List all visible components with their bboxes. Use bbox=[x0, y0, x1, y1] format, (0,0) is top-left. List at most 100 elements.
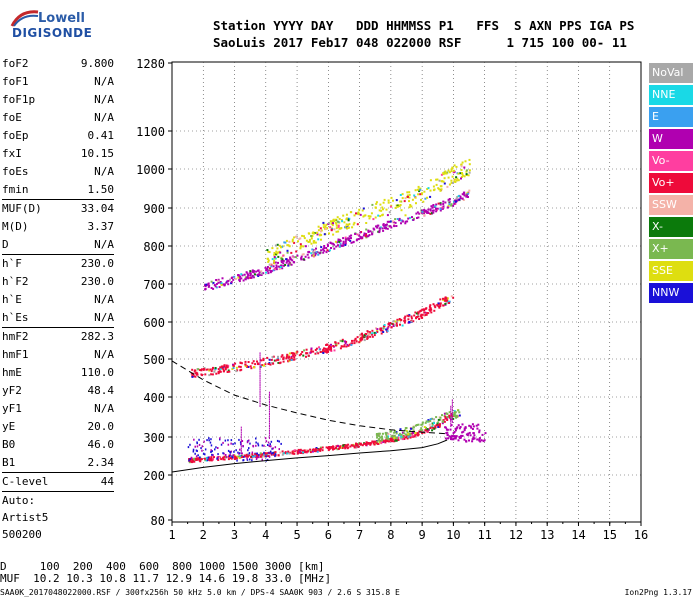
echo-dot bbox=[207, 285, 210, 288]
echo-dot bbox=[421, 210, 424, 213]
noise-dot bbox=[229, 451, 232, 454]
param-row-md: M(D) 3.37 bbox=[2, 218, 114, 236]
echo-dot bbox=[367, 229, 370, 232]
echo-dot bbox=[226, 371, 229, 373]
echo-dot bbox=[204, 373, 207, 376]
echo-dot bbox=[212, 287, 215, 290]
echo-dot bbox=[447, 169, 450, 172]
echo-dot bbox=[313, 249, 316, 252]
echo-dot bbox=[409, 433, 412, 436]
echo-dot bbox=[461, 172, 463, 174]
echo-dot bbox=[435, 209, 438, 212]
echo-dot bbox=[378, 432, 381, 435]
spread-f-dot bbox=[454, 429, 457, 432]
echo-dot bbox=[259, 455, 262, 458]
echo-dot bbox=[348, 223, 351, 226]
echo-dot bbox=[365, 442, 368, 445]
echo-dot bbox=[409, 204, 412, 206]
echo-dot bbox=[230, 282, 233, 285]
echo-dot bbox=[429, 189, 432, 192]
noise-dot bbox=[196, 442, 198, 445]
echo-dot bbox=[448, 198, 451, 200]
echo-dot bbox=[381, 432, 384, 435]
noise-dot bbox=[280, 442, 282, 445]
echo-dot bbox=[420, 315, 423, 317]
echo-dot bbox=[450, 168, 453, 171]
echo-dot bbox=[273, 256, 276, 258]
echo-dot bbox=[281, 258, 284, 261]
echo-dot bbox=[273, 253, 276, 256]
echo-dot bbox=[421, 429, 424, 432]
echo-dot bbox=[391, 440, 394, 443]
x-tick-label: 4 bbox=[262, 528, 269, 542]
noise-column-dot bbox=[450, 413, 452, 415]
echo-dot bbox=[258, 274, 261, 276]
echo-dot bbox=[257, 275, 260, 277]
echo-dot bbox=[292, 358, 295, 361]
noise-column-dot bbox=[450, 420, 452, 423]
echo-dot bbox=[384, 224, 387, 226]
echo-dot bbox=[247, 453, 250, 456]
noise-dot bbox=[243, 455, 245, 458]
echo-dot bbox=[274, 359, 277, 362]
echo-dot bbox=[371, 333, 373, 336]
noise-column-dot bbox=[268, 408, 270, 411]
echo-dot bbox=[268, 451, 271, 454]
echo-dot bbox=[238, 280, 241, 283]
echo-dot bbox=[266, 453, 269, 456]
noise-column-dot bbox=[240, 436, 242, 439]
echo-dot bbox=[443, 177, 446, 180]
echo-dot bbox=[271, 247, 274, 250]
echo-dot bbox=[240, 273, 243, 276]
noise-column-dot bbox=[259, 386, 261, 389]
echo-dot bbox=[276, 247, 279, 250]
echo-dot bbox=[200, 458, 203, 461]
echo-dot bbox=[325, 343, 328, 346]
echo-dot bbox=[267, 260, 270, 263]
logo-swoosh-icon bbox=[10, 10, 39, 27]
echo-dot bbox=[244, 360, 247, 363]
param-value: 1.50 bbox=[87, 183, 115, 196]
echo-dot bbox=[453, 200, 455, 203]
echo-dot bbox=[302, 258, 305, 261]
echo-dot bbox=[430, 212, 433, 215]
legend-item-vo: Vo- bbox=[649, 151, 693, 171]
echo-dot bbox=[312, 241, 315, 244]
echo-dot bbox=[293, 241, 296, 244]
echo-dot bbox=[325, 446, 328, 449]
noise-dot bbox=[239, 448, 241, 451]
echo-dot bbox=[265, 271, 268, 274]
param-value: 230.0 bbox=[80, 257, 114, 270]
echo-dot bbox=[364, 335, 367, 338]
echo-dot bbox=[331, 224, 334, 227]
echo-dot bbox=[285, 239, 288, 242]
x-tick-label: 1 bbox=[168, 528, 175, 542]
echo-dot bbox=[366, 337, 369, 340]
echo-dot bbox=[199, 458, 202, 461]
echo-dot bbox=[294, 354, 297, 357]
echo-dot bbox=[269, 263, 272, 266]
echo-dot bbox=[441, 422, 444, 425]
echo-dot bbox=[371, 230, 374, 233]
echo-dot bbox=[365, 233, 368, 236]
noise-dot bbox=[219, 437, 221, 440]
echo-dot bbox=[387, 201, 390, 204]
echo-dot bbox=[225, 281, 228, 284]
echo-dot bbox=[394, 324, 397, 327]
echo-dot bbox=[361, 334, 364, 337]
legend-item-ssw: SSW bbox=[649, 195, 693, 215]
echo-dot bbox=[311, 232, 314, 235]
echo-dot bbox=[406, 220, 409, 223]
echo-dot bbox=[310, 348, 313, 351]
echo-dot bbox=[335, 245, 338, 248]
noise-dot bbox=[225, 454, 227, 456]
echo-dot bbox=[465, 195, 468, 198]
echo-dot bbox=[224, 368, 227, 371]
noise-column-dot bbox=[259, 356, 261, 359]
echo-dot bbox=[215, 283, 218, 285]
noise-dot bbox=[192, 450, 195, 453]
echo-dot bbox=[408, 314, 411, 317]
echo-dot bbox=[442, 200, 445, 203]
echo-dot bbox=[414, 196, 417, 199]
echo-dot bbox=[359, 237, 362, 239]
